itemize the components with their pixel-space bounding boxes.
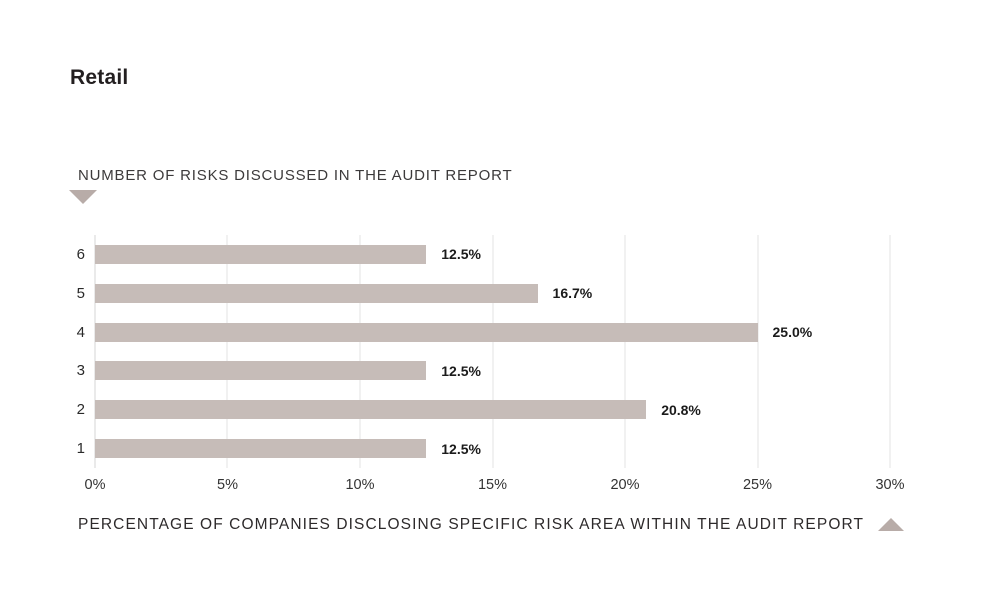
gridline: [889, 235, 891, 468]
y-category-label: 5: [76, 284, 85, 302]
bar-row: 2 20.8%: [77, 390, 890, 429]
bar-row: 1 12.5%: [77, 429, 890, 468]
bar: [95, 439, 427, 459]
y-category-label: 4: [76, 323, 85, 341]
bar-row: 3 12.5%: [77, 351, 890, 390]
gridline: [94, 235, 96, 468]
gridline: [359, 235, 361, 468]
y-axis-title: NUMBER OF RISKS DISCUSSED IN THE AUDIT R…: [78, 167, 513, 184]
gridline: [757, 235, 758, 468]
x-axis-title-row: PERCENTAGE OF COMPANIES DISCLOSING SPECI…: [78, 516, 905, 534]
bar-value-label: 12.5%: [441, 362, 481, 379]
plot-area: 6 12.5% 5 16.7% 4 25.0% 3 12.5% 2 20.8% 1 12.5%: [77, 235, 891, 468]
bar: [95, 322, 758, 342]
x-axis-title: PERCENTAGE OF COMPANIES DISCLOSING SPECI…: [78, 516, 865, 533]
y-category-label: 1: [76, 440, 85, 458]
bar-value-label: 12.5%: [441, 246, 481, 263]
x-tick-label: 0%: [84, 477, 106, 493]
y-category-label: 6: [76, 245, 85, 263]
bar-value-label: 25.0%: [772, 324, 813, 341]
x-tick-label: 10%: [345, 477, 375, 493]
bar-rows: 6 12.5% 5 16.7% 4 25.0% 3 12.5% 2 20.8% 1 12.5%: [77, 235, 890, 468]
y-category-label: 2: [76, 401, 85, 419]
x-tick-label: 25%: [742, 477, 773, 493]
bar: [95, 283, 538, 303]
gridline: [492, 235, 493, 468]
bar-row: 5 16.7%: [77, 274, 890, 313]
y-category-label: 3: [76, 362, 85, 380]
triangle-up-icon: [878, 517, 905, 531]
bar-value-label: 20.8%: [661, 401, 701, 418]
page-title: Retail: [70, 66, 129, 89]
bar-value-label: 16.7%: [552, 285, 593, 302]
bar: [95, 400, 647, 420]
x-tick-label: 15%: [477, 477, 508, 493]
x-tick-label: 5%: [217, 477, 238, 493]
gridline: [226, 235, 228, 468]
x-tick-label: 20%: [610, 477, 640, 493]
triangle-down-icon: [69, 190, 97, 204]
bar-value-label: 12.5%: [441, 440, 481, 457]
bar: [95, 361, 427, 381]
bar-row: 6 12.5%: [77, 235, 890, 274]
x-tick-label: 30%: [875, 477, 905, 493]
gridline: [624, 235, 626, 468]
x-axis-ticks: 0% 5% 10% 15% 20% 25% 30%: [85, 477, 905, 497]
bar: [95, 244, 427, 264]
bar-row: 4 25.0%: [77, 313, 890, 352]
